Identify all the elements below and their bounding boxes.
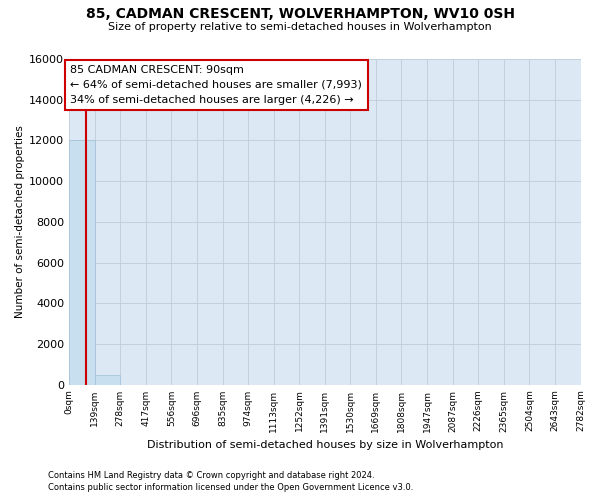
- Y-axis label: Number of semi-detached properties: Number of semi-detached properties: [15, 126, 25, 318]
- Bar: [69, 140, 95, 384]
- Text: Contains public sector information licensed under the Open Government Licence v3: Contains public sector information licen…: [48, 484, 413, 492]
- Text: Contains HM Land Registry data © Crown copyright and database right 2024.: Contains HM Land Registry data © Crown c…: [48, 471, 374, 480]
- Bar: [95, 374, 120, 384]
- Text: 85 CADMAN CRESCENT: 90sqm
← 64% of semi-detached houses are smaller (7,993)
34% : 85 CADMAN CRESCENT: 90sqm ← 64% of semi-…: [70, 65, 362, 104]
- Text: Size of property relative to semi-detached houses in Wolverhampton: Size of property relative to semi-detach…: [108, 22, 492, 32]
- X-axis label: Distribution of semi-detached houses by size in Wolverhampton: Distribution of semi-detached houses by …: [146, 440, 503, 450]
- Text: 85, CADMAN CRESCENT, WOLVERHAMPTON, WV10 0SH: 85, CADMAN CRESCENT, WOLVERHAMPTON, WV10…: [86, 8, 515, 22]
